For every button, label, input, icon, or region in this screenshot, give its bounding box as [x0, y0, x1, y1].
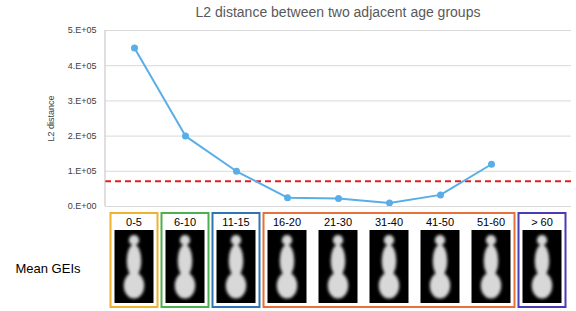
svg-text:L2 distance: L2 distance	[46, 95, 56, 141]
svg-text:51-60: 51-60	[477, 216, 505, 228]
svg-text:16-20: 16-20	[273, 216, 301, 228]
svg-text:1.E+05: 1.E+05	[68, 166, 97, 176]
svg-text:31-40: 31-40	[375, 216, 403, 228]
svg-text:0-5: 0-5	[126, 216, 142, 228]
svg-text:21-30: 21-30	[324, 216, 352, 228]
svg-text:Mean GEIs: Mean GEIs	[15, 261, 81, 276]
svg-text:3.E+05: 3.E+05	[68, 96, 97, 106]
svg-text:0.E+00: 0.E+00	[68, 201, 97, 211]
svg-text:2.E+05: 2.E+05	[68, 131, 97, 141]
svg-text:L2 distance between two adjace: L2 distance between two adjacent age gro…	[196, 4, 481, 20]
svg-text:11-15: 11-15	[222, 216, 249, 228]
svg-text:4.E+05: 4.E+05	[68, 61, 97, 71]
svg-text:> 60: > 60	[531, 216, 553, 228]
svg-text:6-10: 6-10	[174, 216, 196, 228]
svg-text:41-50: 41-50	[426, 216, 454, 228]
svg-text:5.E+05: 5.E+05	[68, 25, 97, 35]
